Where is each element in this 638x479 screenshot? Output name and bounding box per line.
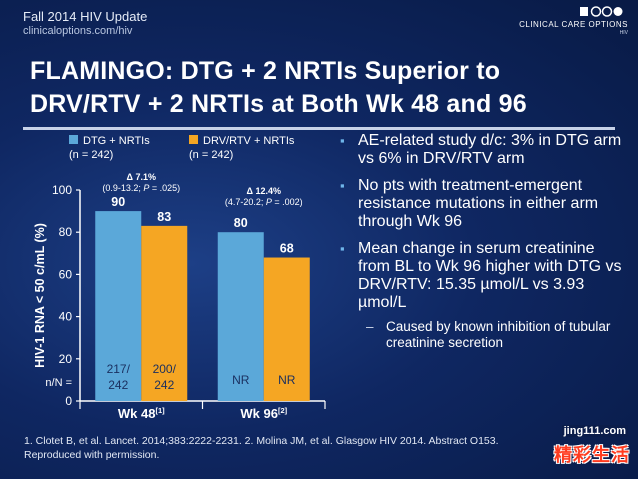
bar-value-label: 83 — [157, 210, 171, 224]
bar-n-over-N: 217/ — [107, 362, 131, 376]
legend-item-drv: DRV/RTV + NRTIs (n = 242) — [189, 134, 294, 162]
legend-label-dtg: DTG + NRTIs — [83, 135, 150, 147]
y-tick-label: 80 — [59, 225, 73, 239]
y-tick-label: 100 — [52, 183, 72, 197]
bullet-text: AE-related study d/c: 3% in DTG arm vs 6… — [358, 132, 622, 167]
bullet-item: ▪ AE-related study d/c: 3% in DTG arm vs … — [340, 132, 630, 168]
bar-dtg — [217, 232, 264, 401]
delta-label: Δ 7.1% — [127, 172, 156, 182]
y-tick-label: 60 — [59, 267, 73, 281]
header-title: Fall 2014 HIV Update — [23, 9, 148, 24]
bullet-square-icon: ▪ — [340, 178, 345, 193]
x-category-label: Wk 48[1] — [118, 406, 165, 421]
dash-icon: – — [366, 319, 374, 334]
bar-dtg — [95, 211, 142, 401]
logo-text: CLINICAL CARE OPTIONS — [519, 20, 628, 29]
bullet-square-icon: ▪ — [340, 133, 345, 148]
bullet-text: Mean change in serum creatinine from BL … — [358, 240, 622, 311]
references-footer: 1. Clotet B, et al. Lancet. 2014;383:222… — [24, 434, 544, 462]
y-tick-label: 0 — [65, 394, 72, 408]
bullet-square-icon: ▪ — [340, 241, 345, 256]
site-watermark: jing111.com 精彩生活 — [532, 425, 632, 471]
y-tick-label: 40 — [59, 310, 73, 324]
n-row-label: n/N = — [45, 377, 72, 389]
legend-swatch-drv — [189, 135, 198, 144]
sub-bullet-item: – Caused by known inhibition of tubular c… — [340, 319, 630, 351]
legend-item-dtg: DTG + NRTIs (n = 242) — [69, 134, 150, 162]
slide-title-line-1: FLAMINGO: DTG + 2 NRTIs Superior to — [30, 57, 501, 85]
bar-value-label: 80 — [234, 216, 248, 230]
legend-swatch-dtg — [69, 135, 78, 144]
sub-bullet-text: Caused by known inhibition of tubular cr… — [386, 319, 611, 350]
y-tick-label: 20 — [59, 352, 73, 366]
bar-n-over-N: 242 — [154, 378, 174, 392]
x-category-label: Wk 96[2] — [240, 406, 287, 421]
watermark-url: jing111.com — [561, 425, 628, 437]
clinical-care-options-logo: CLINICAL CARE OPTIONS HIV — [518, 6, 628, 40]
header-url: clinicaloptions.com/hiv — [23, 25, 133, 37]
bar-drv — [141, 225, 188, 401]
permission-line: Reproduced with permission. — [24, 449, 160, 461]
logo-mark-icon — [580, 6, 623, 17]
bar-n-over-N: NR — [278, 373, 296, 387]
watermark-cn-text: 精彩生活 — [554, 445, 630, 465]
delta-label: Δ 12.4% — [247, 186, 282, 196]
legend-n-dtg: (n = 242) — [69, 149, 114, 161]
bullet-item: ▪ Mean change in serum creatinine from BL… — [340, 240, 630, 312]
bar-n-over-N: 200/ — [153, 362, 177, 376]
legend-n-drv: (n = 242) — [189, 149, 234, 161]
bar-value-label: 68 — [280, 242, 294, 256]
bar-n-over-N: 242 — [108, 378, 128, 392]
slide-title-line-2: DRV/RTV + 2 NRTIs at Both Wk 48 and 96 — [30, 90, 527, 118]
bar-chart: 0 20 40 60 80 100 HIV-1 RNA < 50 c/mL (%) n/N =… — [33, 172, 326, 421]
bar-value-label: 90 — [111, 195, 125, 209]
slide-header: Fall 2014 HIV Update clinicaloptions.com… — [0, 0, 638, 44]
logo-sub: HIV — [619, 30, 628, 36]
bullet-text: No pts with treatment-emergent resistanc… — [358, 177, 599, 230]
bar-drv — [263, 257, 310, 401]
bullet-list: ▪ AE-related study d/c: 3% in DTG arm vs … — [340, 132, 630, 351]
bar-n-over-N: NR — [232, 373, 250, 387]
bullet-item: ▪ No pts with treatment-emergent resistan… — [340, 177, 630, 231]
delta-ci-label: (0.9-13.2; P = .025) — [102, 183, 180, 193]
reference-line: 1. Clotet B, et al. Lancet. 2014;383:222… — [24, 435, 499, 447]
delta-ci-label: (4.7-20.2; P = .002) — [225, 197, 303, 207]
title-divider — [23, 127, 615, 130]
y-axis-label: HIV-1 RNA < 50 c/mL (%) — [33, 223, 47, 368]
legend-label-drv: DRV/RTV + NRTIs — [203, 135, 295, 147]
